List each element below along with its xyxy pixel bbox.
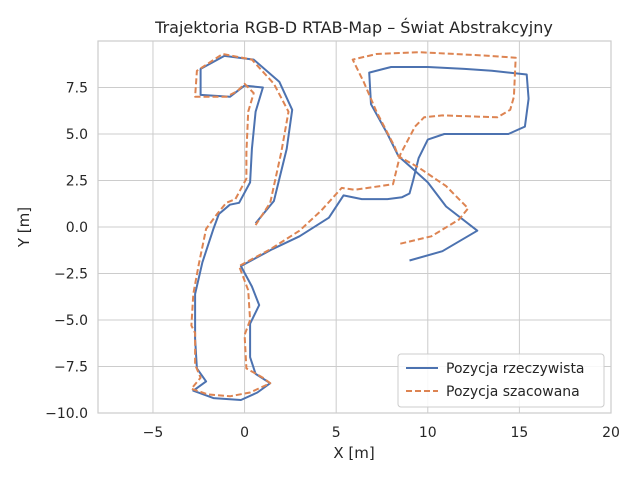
legend-box bbox=[397, 353, 605, 408]
x-axis-label: X [m] bbox=[333, 444, 374, 462]
x-tick-label: 10 bbox=[419, 425, 437, 441]
y-tick-label: −10.0 bbox=[45, 406, 88, 422]
y-tick-label: 2.5 bbox=[66, 174, 88, 190]
y-tick-label: 0.0 bbox=[66, 220, 88, 236]
legend-label-actual: Pozycja rzeczywista bbox=[446, 361, 585, 377]
series-line-estimated bbox=[190, 51, 517, 398]
y-tick-labels: −10.0 −7.5 −5.0 −2.5 0.0 2.5 5.0 7.5 bbox=[45, 81, 88, 423]
y-tick-label: 7.5 bbox=[66, 81, 88, 97]
y-axis-label: Y [m] bbox=[15, 207, 33, 248]
series-line-actual bbox=[192, 54, 530, 401]
y-tick-label: 5.0 bbox=[66, 127, 88, 143]
y-tick-label: −2.5 bbox=[54, 267, 88, 283]
x-tick-label: 5 bbox=[332, 425, 341, 441]
grid bbox=[98, 41, 612, 414]
legend-label-estimated: Pozycja szacowana bbox=[446, 384, 580, 400]
x-tick-label: 0 bbox=[240, 425, 249, 441]
series-layer bbox=[190, 51, 530, 401]
x-tick-label: 15 bbox=[510, 425, 528, 441]
y-tick-label: −5.0 bbox=[54, 313, 88, 329]
x-tick-labels: −5 0 5 10 15 20 bbox=[143, 425, 620, 441]
y-tick-label: −7.5 bbox=[54, 360, 88, 376]
plot-frame bbox=[97, 40, 612, 414]
x-tick-label: −5 bbox=[143, 425, 164, 441]
x-tick-label: 20 bbox=[602, 425, 620, 441]
chart-title: Trajektoria RGB-D RTAB-Map – Świat Abstr… bbox=[154, 18, 553, 37]
legend: Pozycja rzeczywista Pozycja szacowana bbox=[397, 353, 605, 408]
